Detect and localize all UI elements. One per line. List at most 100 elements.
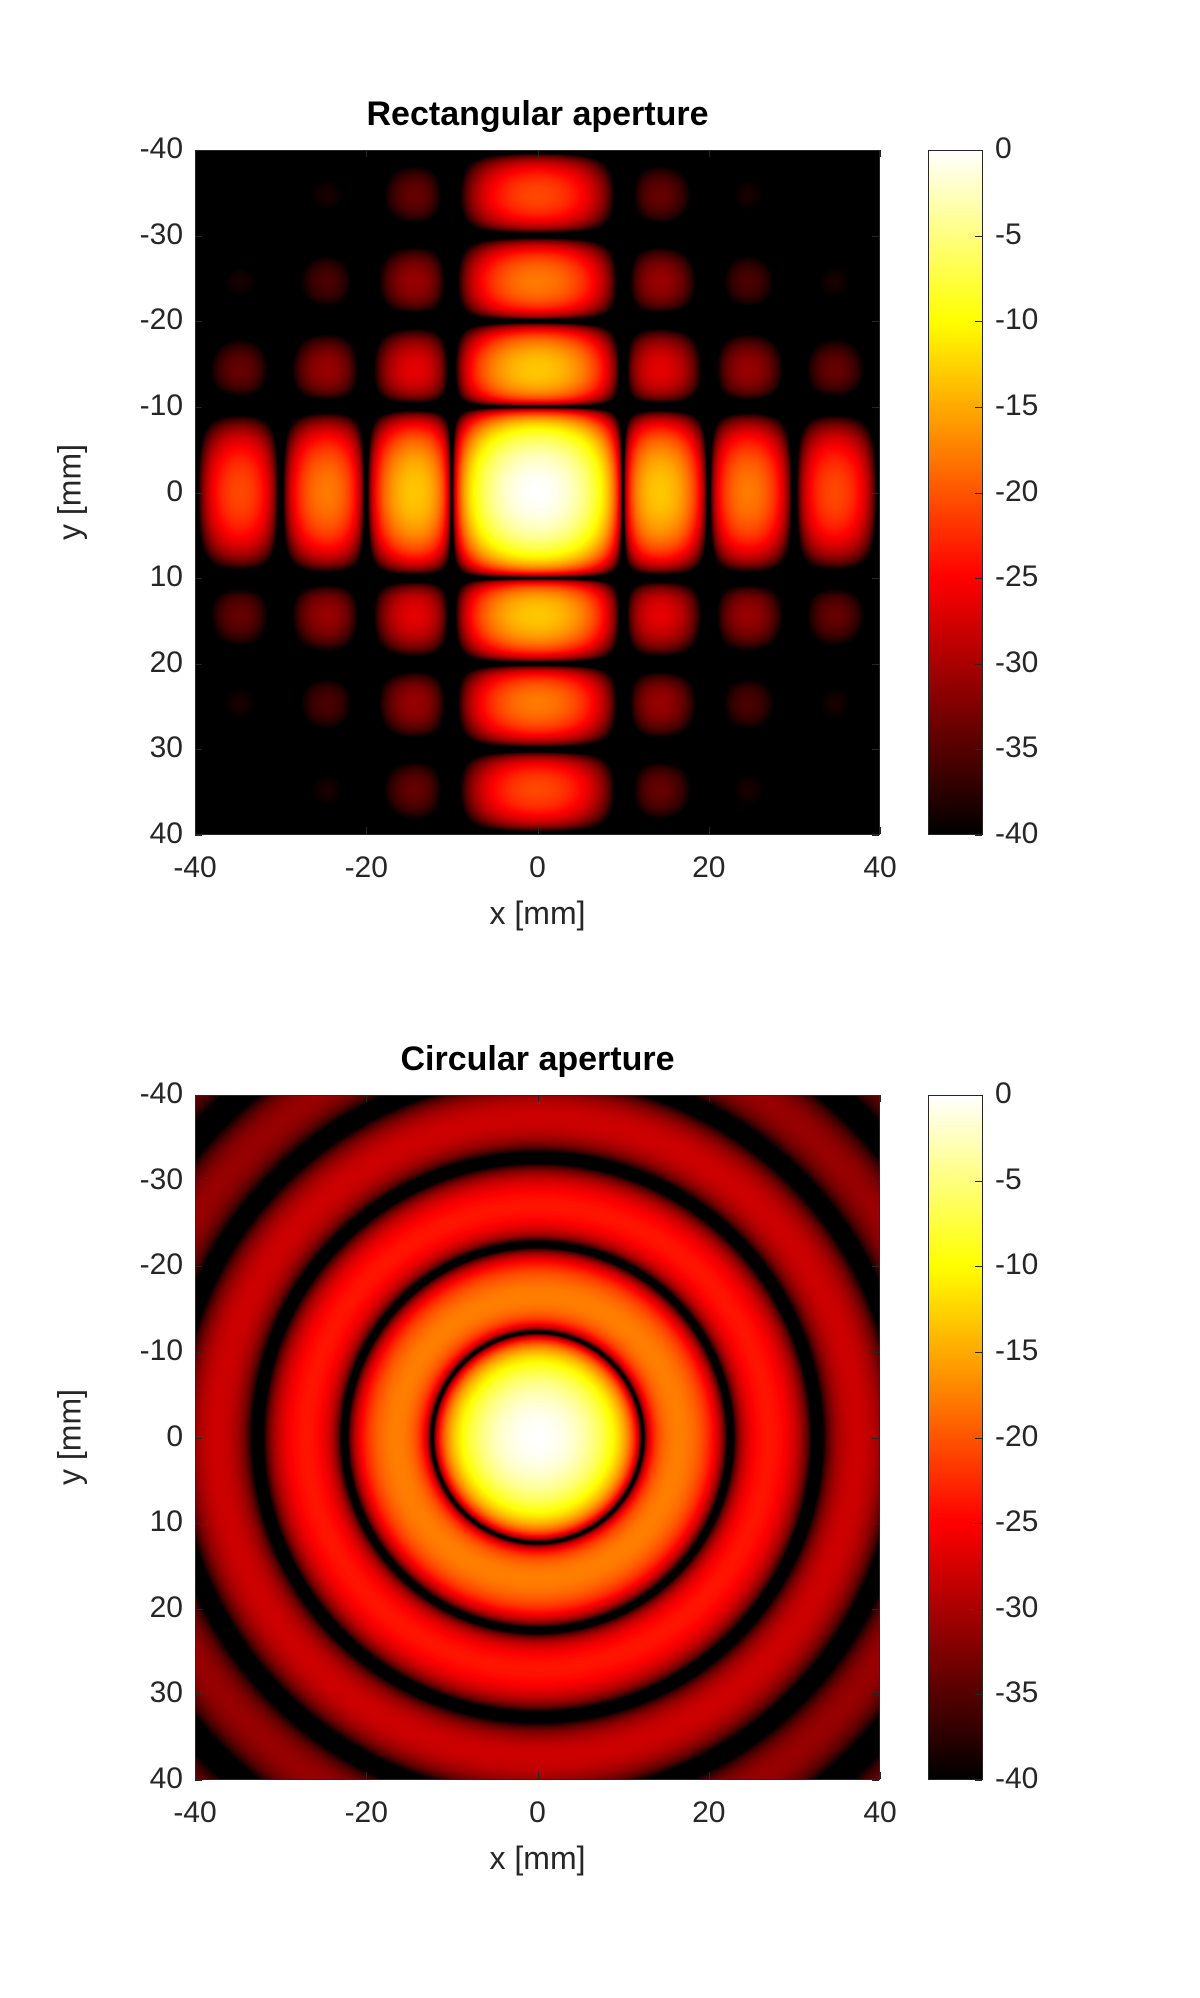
y-tick-mark — [872, 236, 879, 237]
colorbar-tick-label: -25 — [995, 1505, 1039, 1539]
colorbar-tick-mark — [975, 1523, 982, 1524]
colorbar — [928, 150, 983, 835]
colorbar-tick-label: -15 — [995, 388, 1039, 422]
y-tick-mark — [872, 321, 879, 322]
colorbar-tick-mark — [975, 1181, 982, 1182]
y-tick-mark — [195, 1095, 202, 1096]
x-tick-mark — [366, 1772, 367, 1779]
y-tick-mark — [195, 150, 202, 151]
y-tick-mark — [872, 749, 879, 750]
y-tick-mark — [195, 407, 202, 408]
y-tick-mark — [195, 1266, 202, 1267]
y-tick-mark — [872, 1694, 879, 1695]
y-tick-mark — [872, 150, 879, 151]
y-tick-label: -20 — [139, 1248, 183, 1282]
x-tick-mark — [709, 1095, 710, 1102]
x-tick-mark — [538, 1095, 539, 1102]
x-axis-label: x [mm] — [489, 1840, 586, 1876]
y-tick-mark — [872, 1780, 879, 1781]
y-tick-label: 10 — [149, 1505, 183, 1539]
x-tick-label: 0 — [529, 851, 546, 884]
colorbar-tick-mark — [975, 150, 982, 151]
colorbar-tick-mark — [975, 1438, 982, 1439]
y-tick-mark — [195, 578, 202, 579]
x-tick-mark — [538, 827, 539, 834]
x-tick-mark — [880, 827, 881, 834]
y-tick-mark — [872, 1352, 879, 1353]
colorbar-tick-mark — [975, 835, 982, 836]
y-tick-label: -30 — [139, 217, 183, 251]
colorbar-tick-mark — [975, 1780, 982, 1781]
y-tick-label: 20 — [149, 645, 183, 679]
y-tick-mark — [872, 1609, 879, 1610]
x-tick-mark — [880, 150, 881, 157]
y-tick-label: -10 — [139, 388, 183, 422]
y-tick-mark — [195, 749, 202, 750]
y-tick-mark — [195, 1352, 202, 1353]
x-tick-mark — [195, 1095, 196, 1102]
colorbar-tick-label: -10 — [995, 303, 1039, 337]
colorbar-tick-mark — [975, 1266, 982, 1267]
colorbar-tick-mark — [975, 664, 982, 665]
y-tick-mark — [195, 1438, 202, 1439]
x-tick-mark — [195, 827, 196, 834]
colorbar-tick-label: -5 — [995, 1162, 1022, 1196]
colorbar-tick-mark — [975, 407, 982, 408]
chart-title: Circular aperture — [400, 1040, 675, 1078]
y-tick-mark — [195, 321, 202, 322]
y-tick-label: 10 — [149, 560, 183, 594]
y-tick-label: 0 — [166, 474, 183, 508]
y-tick-label: -40 — [139, 132, 183, 165]
colorbar-tick-mark — [975, 1694, 982, 1695]
y-tick-mark — [872, 1438, 879, 1439]
colorbar-tick-label: -20 — [995, 474, 1039, 508]
colorbar-tick-label: -40 — [995, 1762, 1039, 1795]
y-tick-mark — [195, 1780, 202, 1781]
circular-aperture-figure: Circular aperture -40 -30 -20 -10 0 10 20 30 40 … — [0, 1040, 1200, 1980]
x-tick-mark — [538, 150, 539, 157]
x-tick-label: -20 — [344, 851, 388, 884]
x-tick-mark — [195, 150, 196, 157]
heatmap-plot — [195, 1095, 880, 1780]
y-tick-mark — [195, 493, 202, 494]
colorbar-tick-label: -40 — [995, 817, 1039, 850]
x-tick-label: 40 — [863, 1796, 897, 1829]
x-tick-mark — [366, 1095, 367, 1102]
colorbar-tick-label: -35 — [995, 1676, 1039, 1710]
colorbar-tick-label: 0 — [995, 1077, 1012, 1110]
y-axis-label: y [mm] — [51, 444, 88, 540]
x-tick-mark — [538, 1772, 539, 1779]
rectangular-aperture-figure: Rectangular aperture -40 -30 -20 -10 0 10 20 30… — [0, 95, 1200, 1035]
colorbar-tick-label: -30 — [995, 1590, 1039, 1624]
y-tick-mark — [872, 578, 879, 579]
y-tick-mark — [872, 407, 879, 408]
x-tick-label: 40 — [863, 851, 897, 884]
x-tick-label: 20 — [692, 851, 726, 884]
colorbar-tick-mark — [975, 493, 982, 494]
x-tick-mark — [366, 827, 367, 834]
y-axis-label: y [mm] — [51, 1389, 88, 1485]
colorbar-tick-mark — [975, 236, 982, 237]
y-tick-label: 40 — [149, 1762, 183, 1795]
y-tick-label: 20 — [149, 1590, 183, 1624]
colorbar — [928, 1095, 983, 1780]
x-tick-label: -40 — [173, 851, 217, 884]
y-tick-label: 40 — [149, 817, 183, 850]
colorbar-tick-mark — [975, 321, 982, 322]
y-tick-label: -10 — [139, 1333, 183, 1367]
x-tick-mark — [709, 150, 710, 157]
colorbar-tick-mark — [975, 749, 982, 750]
colorbar-tick-label: -25 — [995, 560, 1039, 594]
y-tick-mark — [195, 1609, 202, 1610]
x-tick-mark — [366, 150, 367, 157]
y-tick-mark — [872, 1181, 879, 1182]
heatmap-plot — [195, 150, 880, 835]
colorbar-tick-mark — [975, 1352, 982, 1353]
colorbar-tick-label: -15 — [995, 1333, 1039, 1367]
y-tick-label: -30 — [139, 1162, 183, 1196]
colorbar-tick-label: -10 — [995, 1248, 1039, 1282]
y-tick-mark — [195, 664, 202, 665]
y-tick-mark — [195, 835, 202, 836]
colorbar-tick-mark — [975, 1095, 982, 1096]
x-tick-label: -20 — [344, 1796, 388, 1829]
